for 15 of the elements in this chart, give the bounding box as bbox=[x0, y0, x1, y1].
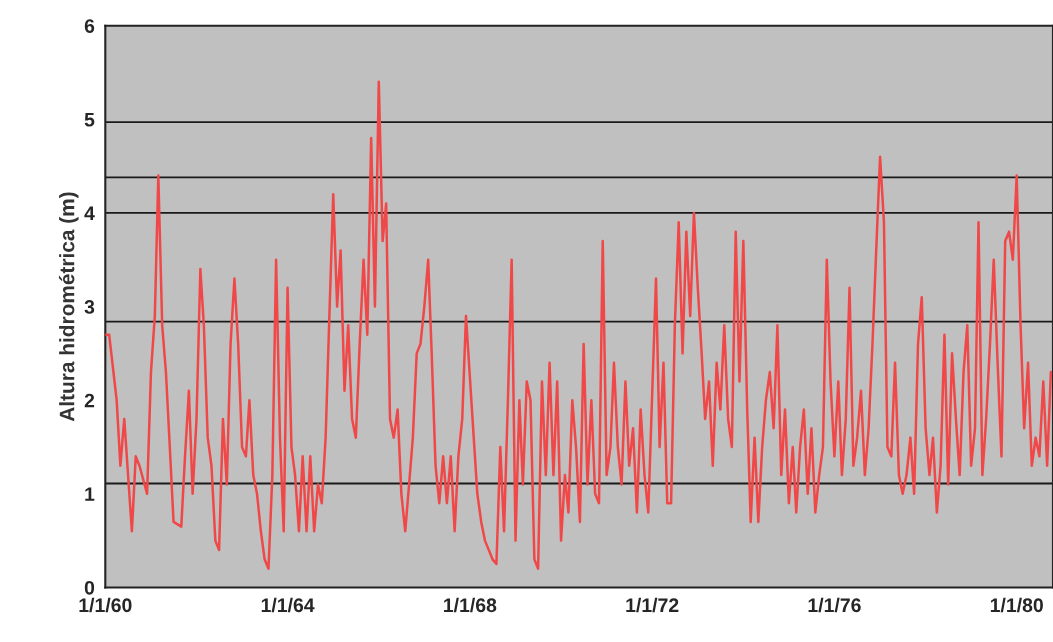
x-tick-label: 1/1/76 bbox=[808, 597, 861, 613]
y-tick-label: 6 bbox=[84, 19, 95, 33]
x-tick-label: 1/1/60 bbox=[79, 597, 132, 613]
y-tick-label: 2 bbox=[84, 393, 95, 408]
x-tick-label: 1/1/64 bbox=[261, 597, 315, 613]
x-tick-label: 1/1/68 bbox=[444, 597, 497, 613]
y-tick-label: 4 bbox=[84, 206, 95, 220]
y-tick-label: 0 bbox=[84, 580, 95, 595]
x-tick-label: 1/1/72 bbox=[626, 597, 679, 613]
y-tick-label: 5 bbox=[84, 112, 95, 127]
y-axis-title: Altura hidrométrica (m) bbox=[58, 192, 79, 422]
line-series bbox=[105, 80, 1053, 570]
y-tick-label: 3 bbox=[84, 300, 95, 314]
x-tick-label: 1/1/80 bbox=[990, 597, 1043, 613]
y-tick-label: 1 bbox=[85, 487, 95, 501]
